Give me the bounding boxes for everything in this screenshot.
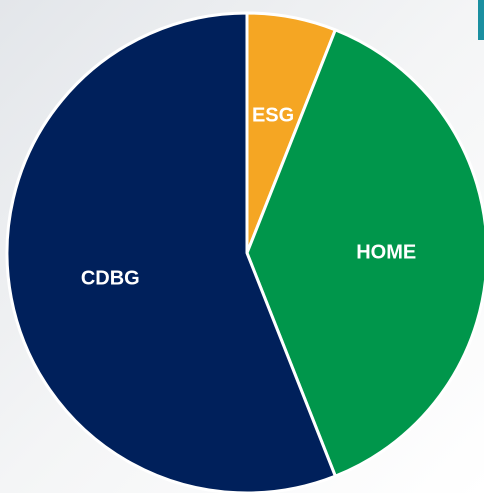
slice-label: ESG — [252, 105, 294, 127]
chart: ESG HOME CDBG — [0, 0, 484, 493]
page: ESGHOMECDBG (() => { const data = JSON.p… — [0, 0, 484, 493]
edge-accent — [478, 0, 484, 40]
pie: ESG HOME CDBG — [7, 13, 484, 493]
slice-label: CDBG — [81, 267, 140, 289]
slice-label: HOME — [356, 241, 416, 263]
